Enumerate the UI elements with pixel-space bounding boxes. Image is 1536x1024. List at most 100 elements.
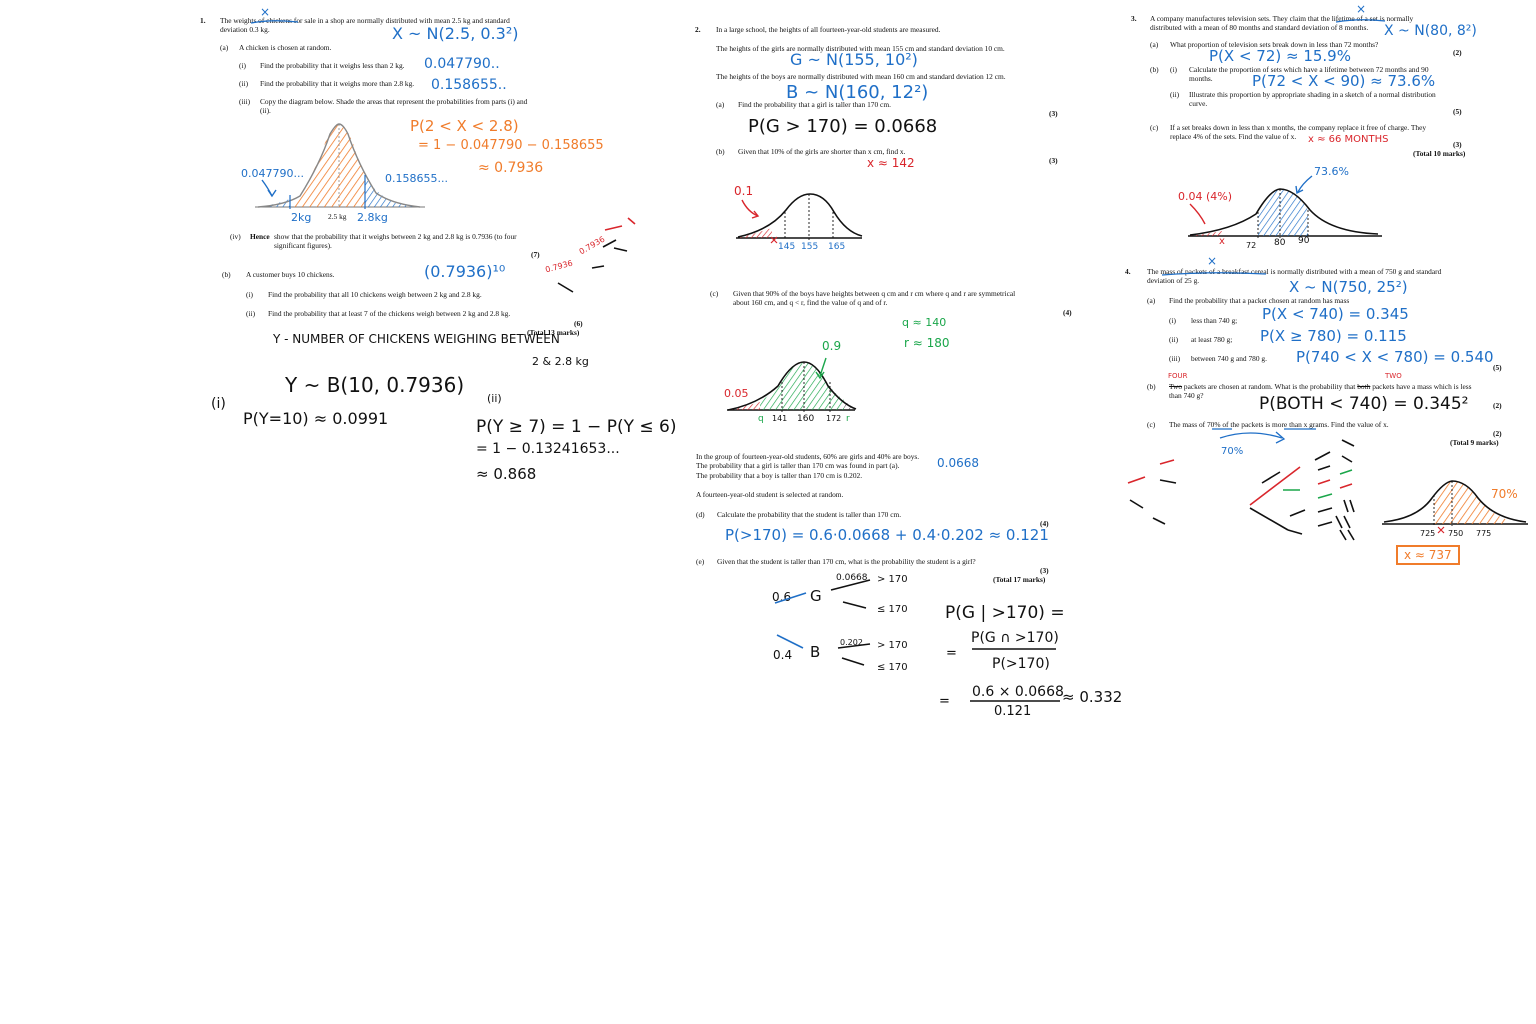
q1-tree-label-a: 0.7936 [544, 258, 574, 275]
q4-two-correction: TWO [1385, 372, 1402, 380]
q2-c-tick-172: 172 [826, 414, 842, 423]
q1-ai-label: (i) [239, 61, 246, 70]
q3-a-text: What proportion of television sets break… [1170, 40, 1379, 49]
q4-ai-answer: P(X < 740) = 0.345 [1262, 305, 1409, 323]
q2-tree-g-bottom: ≤ 170 [877, 604, 908, 615]
q2-c-curve [727, 357, 857, 412]
q2-boys-text: The heights of the boys are normally dis… [716, 72, 1006, 81]
q2-a-label: (a) [716, 100, 725, 109]
q2-random-text: A fourteen-year-old student is selected … [696, 490, 844, 499]
q2-d-answer: P(>170) = 0.6·0.0668 + 0.4·0.202 ≈ 0.121 [725, 526, 1049, 544]
q2-e-eq1: = [946, 646, 957, 661]
q2-marks-c: (4) [1063, 308, 1072, 317]
q4-distribution-note: X ~ N(750, 25²) [1289, 278, 1408, 296]
q4-c-pct-note: 70% [1221, 446, 1244, 457]
q2-b-tick-155: 155 [801, 242, 819, 252]
q3-a-answer: P(X < 72) ≈ 15.9% [1209, 47, 1351, 65]
q2-marks-d: (4) [1040, 519, 1049, 528]
q1-tree-scribbles [557, 217, 636, 293]
q2-number: 2. [695, 25, 701, 34]
q4-ai-text: less than 740 g; [1191, 316, 1238, 325]
q2-stem: In a large school, the heights of all fo… [716, 25, 941, 34]
q1-marks-a: (7) [531, 250, 540, 259]
q3-c-text: If a set breaks down in less than x mont… [1170, 123, 1427, 141]
q1-2kg-label: 2kg [291, 211, 312, 224]
q4-aiii-text: between 740 g and 780 g. [1191, 354, 1267, 363]
q4-tick-725: 725 [1420, 529, 1436, 538]
q4-b-strike-both: both [1357, 382, 1371, 391]
q1-ai-answer: 0.047790.. [424, 56, 500, 72]
q3-bi-label: (i) [1170, 65, 1177, 74]
q1-ai-text: Find the probability that it weighs less… [260, 61, 405, 70]
q2-c-prob-label: 0.9 [822, 339, 842, 353]
q4-a-text: Find the probability that a packet chose… [1169, 296, 1350, 305]
q4-c-answer-box: x ≈ 737 [1396, 545, 1460, 565]
q3-number: 3. [1131, 14, 1137, 23]
q1-bii-line1: P(Y ≥ 7) = 1 − P(Y ≤ 6) [476, 417, 677, 437]
q1-bi-handwritten-label: (i) [211, 396, 226, 412]
q1-number: 1. [200, 16, 206, 25]
q1-aiv-label: (iv) [230, 232, 241, 241]
q4-ai-label: (i) [1169, 316, 1176, 325]
q4-c-label: (c) [1147, 420, 1156, 429]
q2-marks-e: (3) [1040, 566, 1049, 575]
q1-aiii-text: Copy the diagram below. Shade the areas … [260, 97, 528, 115]
q1-aiii-label: (iii) [239, 97, 251, 106]
q1-bii-handwritten-label: (ii) [487, 392, 502, 405]
q2-d-text: Calculate the probability that the stude… [717, 510, 902, 519]
q2-tree-b-prob: 0.4 [773, 648, 793, 662]
q2-e-label: (e) [696, 557, 705, 566]
q4-sketch-pct: 70% [1491, 487, 1518, 501]
q3-sketch-prob: 73.6% [1314, 165, 1349, 178]
q2-c-text: Given that 90% of the boys have heights … [733, 289, 1016, 307]
q2-tree-b-bottom: ≤ 170 [877, 662, 908, 673]
q2-b-tick-165: 165 [828, 242, 846, 252]
q2-e-eq2: = [939, 694, 950, 709]
q3-bii-label: (ii) [1170, 90, 1180, 99]
q3-stem: A company manufactures television sets. … [1150, 14, 1414, 32]
q3-a-label: (a) [1150, 40, 1159, 49]
q1-right-tail-value: 0.158655... [385, 172, 448, 185]
q1-y-definition-2: 2 & 2.8 kg [532, 355, 589, 368]
q2-tree-g-up-prob: 0.0668 [836, 573, 868, 583]
q2-c-tick-141: 141 [772, 414, 788, 423]
q2-c-tick-q: q [758, 414, 764, 424]
q1-distribution-note: X ~ N(2.5, 0.3²) [392, 24, 519, 43]
q3-marks-c: (3) [1453, 140, 1462, 149]
q2-b-label: (b) [716, 147, 725, 156]
q4-four-correction: FOUR [1168, 372, 1188, 380]
q2-boys-distribution: B ~ N(160, 12²) [786, 82, 929, 103]
q2-e-numerator: P(G ∩ >170) [971, 630, 1059, 646]
q1-left-tail-value: 0.047790... [241, 167, 304, 180]
q4-b-label: (b) [1147, 382, 1156, 391]
q4-b-text: Two packets are chosen at random. What i… [1169, 382, 1479, 400]
q1-bi-answer: P(Y=10) ≈ 0.0991 [243, 409, 389, 428]
q4-tick-750: 750 [1448, 529, 1464, 538]
q1-total: (Total 13 marks) [527, 328, 580, 337]
q4-b-answer: P(BOTH < 740) = 0.345² [1259, 394, 1469, 414]
q1-calc-line2: ≈ 0.7936 [478, 160, 544, 176]
q4-marks-a: (5) [1493, 363, 1502, 372]
q3-tick-80: 80 [1274, 238, 1286, 248]
q1-cross-mark: × [260, 5, 271, 19]
q4-c-text: The mass of 70% of the packets is more t… [1169, 420, 1389, 429]
q3-tick-90: 90 [1298, 236, 1310, 246]
q1-y-definition: Y - NUMBER OF CHICKENS WEIGHING BETWEEN [273, 332, 560, 346]
q4-aii-answer: P(X ≥ 780) = 0.115 [1260, 327, 1407, 345]
q4-number: 4. [1125, 267, 1131, 276]
q1-aiv-text: show that the probability that it weighs… [274, 232, 517, 250]
q3-sketch-tail: 0.04 (4%) [1178, 190, 1233, 203]
q2-tree-b: B [810, 643, 821, 661]
q4-b-text-part1: packets are chosen at random. What is th… [1183, 382, 1356, 391]
q4-b-text-part2: packets have a mass which is less than 7… [1169, 382, 1472, 400]
q1-bi-text: Find the probability that all 10 chicken… [268, 290, 482, 299]
q4-stem: The mass of packets of a breakfast cerea… [1147, 267, 1442, 285]
q2-a-answer: P(G > 170) = 0.0668 [748, 116, 938, 137]
q2-group-line2: The probability that a girl is taller th… [696, 461, 900, 470]
q2-e-result: ≈ 0.332 [1062, 688, 1123, 706]
q2-girls-text: The heights of the girls are normally di… [716, 44, 1005, 53]
q2-c-tick-160: 160 [797, 414, 815, 424]
q2-e-line1: P(G | >170) = [945, 603, 1065, 623]
q1-b-label: (b) [222, 270, 231, 279]
q3-bii-text: Illustrate this proportion by appropriat… [1189, 90, 1436, 108]
